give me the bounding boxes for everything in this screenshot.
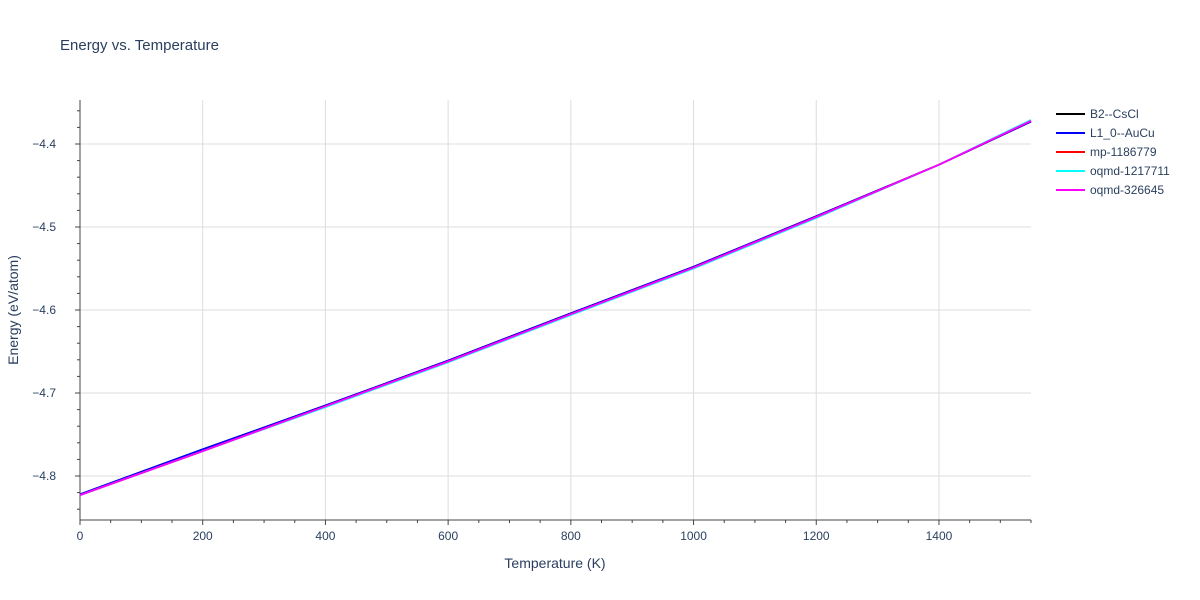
- series-line-l1-0-aucu[interactable]: [79, 120, 1032, 496]
- y-tick-label: −4.4: [32, 137, 56, 151]
- x-tick-label: 1200: [803, 529, 830, 543]
- series-line-b2-cscl[interactable]: [79, 120, 1032, 496]
- legend-label: oqmd-326645: [1090, 183, 1164, 197]
- legend[interactable]: B2--CsCl L1_0--AuCu mp-1186779 oqmd-1217711…: [1056, 107, 1170, 197]
- legend-item[interactable]: mp-1186779: [1056, 145, 1157, 159]
- x-tick-label: 0: [77, 529, 84, 543]
- x-axis-title: Temperature (K): [504, 555, 605, 571]
- x-tick-label: 1400: [926, 529, 953, 543]
- y-tick-label: −4.5: [32, 220, 56, 234]
- series-line-oqmd-1217711[interactable]: [79, 119, 1032, 496]
- y-tick-label: −4.7: [32, 386, 56, 400]
- chart-title: Energy vs. Temperature: [60, 37, 219, 54]
- x-tick-label: 200: [193, 529, 213, 543]
- y-tick-label: −4.8: [32, 469, 56, 483]
- x-tick-label: 800: [561, 529, 581, 543]
- y-tick-label: −4.6: [32, 303, 56, 317]
- legend-label: mp-1186779: [1090, 145, 1157, 159]
- legend-label: L1_0--AuCu: [1090, 126, 1155, 140]
- series-line-oqmd-326645[interactable]: [79, 119, 1032, 496]
- legend-item[interactable]: B2--CsCl: [1056, 107, 1139, 121]
- x-tick-label: 1000: [680, 529, 707, 543]
- axes: 0 200 400 600 800 1000 1200 1400 −4.8 −4.7 −4.6 −4.…: [32, 100, 1032, 543]
- legend-item[interactable]: L1_0--AuCu: [1056, 126, 1155, 140]
- series-line-mp-1186779[interactable]: [79, 119, 1032, 496]
- legend-item[interactable]: oqmd-326645: [1056, 183, 1164, 197]
- x-tick-label: 400: [315, 529, 335, 543]
- x-tick-label: 600: [438, 529, 458, 543]
- legend-label: oqmd-1217711: [1090, 164, 1170, 178]
- grid: [80, 100, 1031, 520]
- series-lines: [79, 119, 1032, 496]
- legend-label: B2--CsCl: [1090, 107, 1139, 121]
- y-axis-title: Energy (eV/atom): [5, 255, 21, 365]
- legend-item[interactable]: oqmd-1217711: [1056, 164, 1170, 178]
